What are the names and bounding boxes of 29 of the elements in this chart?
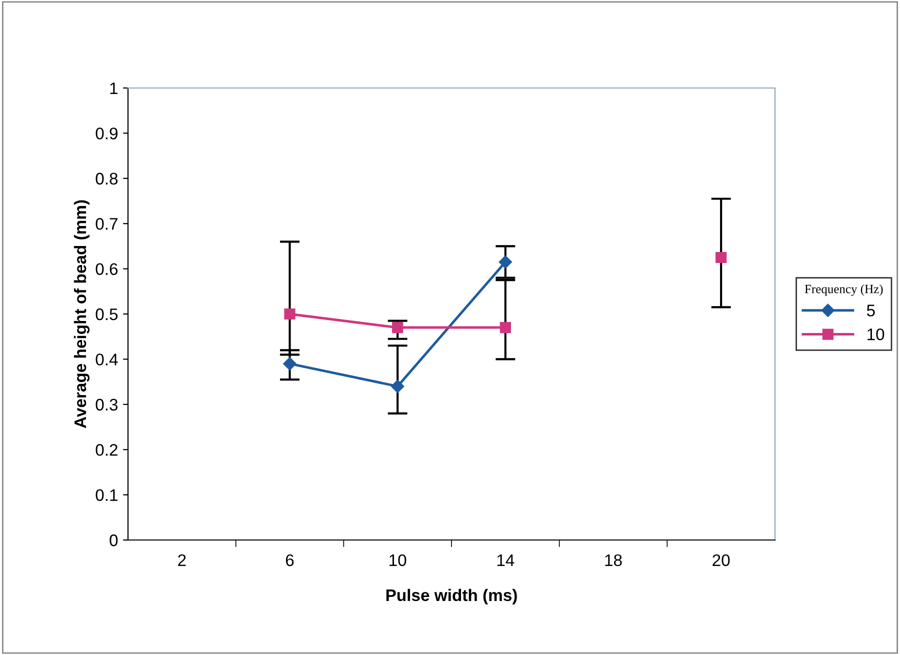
y-tick-label: 0.4 bbox=[96, 354, 118, 366]
point bbox=[716, 252, 727, 264]
x-tick-label: 10 bbox=[390, 554, 406, 566]
y-tick-label: 0.9 bbox=[96, 128, 118, 140]
point bbox=[498, 255, 512, 269]
y-tick-label: 0.2 bbox=[96, 444, 118, 456]
x-tick-label: 18 bbox=[605, 554, 622, 566]
point bbox=[283, 357, 296, 370]
legend-label: 5 bbox=[866, 304, 875, 316]
x-tick-label: 6 bbox=[286, 554, 294, 566]
y-tick-label: 0 bbox=[110, 534, 118, 546]
point bbox=[500, 322, 511, 334]
x-tick-label: 20 bbox=[712, 554, 730, 566]
y-tick-label: 0.1 bbox=[96, 489, 118, 502]
y-tick-label: 0.3 bbox=[96, 398, 118, 411]
y-tick-label: 0.5 bbox=[96, 308, 118, 320]
point bbox=[390, 380, 404, 393]
x-tick-label: 14 bbox=[497, 554, 514, 566]
point bbox=[284, 308, 296, 320]
x-tick-label: 2 bbox=[178, 554, 186, 566]
y-tick-label: 1 bbox=[110, 82, 118, 94]
y-axis-title: Average height of bead (mm) bbox=[74, 200, 90, 428]
y-tick-label: 0.6 bbox=[96, 263, 118, 276]
y-tick-label: 0.7 bbox=[96, 218, 118, 230]
legend-title: Frequency (Hz) bbox=[804, 284, 883, 296]
point bbox=[392, 322, 404, 334]
y-tick-label: 0.8 bbox=[96, 172, 118, 185]
x-axis-title: Pulse width (ms) bbox=[386, 588, 517, 604]
legend-label: 10 bbox=[868, 328, 884, 340]
